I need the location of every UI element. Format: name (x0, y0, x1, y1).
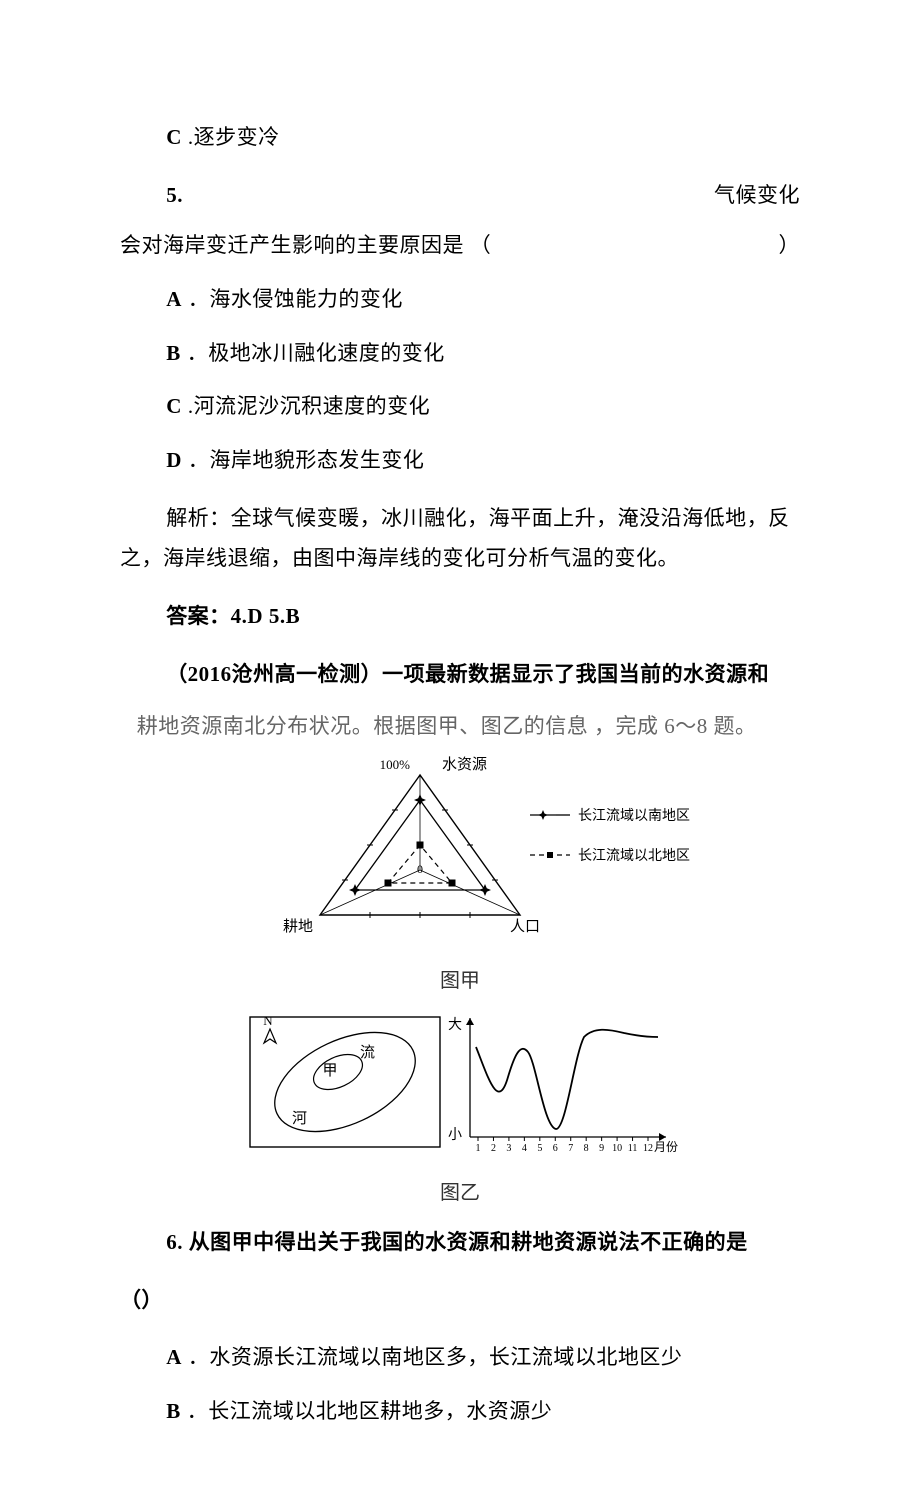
svg-text:10: 10 (612, 1143, 622, 1154)
q5-number: 5. (166, 176, 183, 216)
svg-text:河: 河 (292, 1110, 307, 1127)
intro68-line1: （2016沧州高一检测）一项最新数据显示了我国当前的水资源和 (166, 662, 769, 686)
svg-text:大: 大 (448, 1017, 462, 1033)
q5-optD-text: ．海岸地貌形态发生变化 (188, 448, 425, 472)
svg-text:4: 4 (522, 1143, 527, 1154)
q5-optB-text: ．极地冰川融化速度的变化 (187, 341, 445, 365)
figure-yi: N流甲河大小123456789101112月份 (120, 1007, 800, 1172)
svg-text:长江流域以南地区: 长江流域以南地区 (578, 808, 690, 824)
q45-answer: 答案：4.D 5.B (166, 604, 300, 628)
q6-optA-text: ．水资源长江流域以南地区多，长江流域以北地区少 (188, 1345, 683, 1369)
svg-text:小: 小 (448, 1127, 462, 1143)
q5-stem-right: 气候变化 (714, 176, 800, 216)
svg-text:12: 12 (643, 1143, 653, 1154)
svg-text:6: 6 (553, 1143, 558, 1154)
svg-text:1: 1 (476, 1143, 481, 1154)
svg-text:100%: 100% (380, 757, 411, 772)
q5-stem-line2-right: ） (779, 226, 801, 266)
svg-text:人口: 人口 (510, 918, 540, 935)
svg-text:8: 8 (584, 1143, 589, 1154)
q6-number: 6. (166, 1230, 183, 1254)
q4-optC-label: C (166, 125, 182, 149)
svg-text:7: 7 (568, 1143, 573, 1154)
q6-optA-label: A (166, 1345, 182, 1369)
q5-optA-text: ．海水侵蚀能力的变化 (188, 287, 403, 311)
figure-jia: 0 100% 水资源耕地 人口 长江流域以南地区长江流域以北地区 (120, 755, 800, 960)
intro68-line2: 耕地资源南北分布状况。根据图甲、图乙的信息 ，完成 6～8 题。 (137, 714, 757, 738)
svg-text:月份: 月份 (654, 1140, 678, 1154)
svg-text:5: 5 (537, 1143, 542, 1154)
svg-text:水资源: 水资源 (442, 756, 487, 773)
q6-optB-label: B (166, 1399, 181, 1423)
svg-text:11: 11 (628, 1143, 638, 1154)
q5-analysis: 解析：全球气候变暖，冰川融化，海平面上升，淹没沿海低地，反之，海岸线退缩，由图中… (120, 506, 790, 570)
q5-optC-text: .河流泥沙沉积速度的变化 (188, 394, 430, 418)
q5-optC-label: C (166, 394, 182, 418)
q5-optA-label: A (166, 287, 182, 311)
q4-optC-text: .逐步变冷 (188, 125, 280, 149)
svg-text:耕地: 耕地 (283, 917, 313, 935)
q5-optD-label: D (166, 448, 182, 472)
q6-paren: （） (120, 1281, 800, 1321)
figure-yi-caption: 图乙 (120, 1176, 800, 1205)
svg-text:9: 9 (599, 1143, 604, 1154)
svg-text:N: N (263, 1013, 273, 1028)
figure-jia-caption: 图甲 (120, 964, 800, 993)
q5-stem-line2-left: 会对海岸变迁产生影响的主要原因是 （ (120, 226, 491, 266)
svg-text:0: 0 (417, 862, 423, 876)
svg-text:流: 流 (360, 1044, 375, 1061)
svg-text:甲: 甲 (322, 1063, 337, 1079)
q5-optB-label: B (166, 341, 181, 365)
svg-text:长江流域以北地区: 长江流域以北地区 (578, 848, 690, 864)
q6-optB-text: ．长江流域以北地区耕地多，水资源少 (187, 1399, 553, 1423)
svg-text:2: 2 (491, 1143, 496, 1154)
svg-text:3: 3 (506, 1143, 511, 1154)
q6-stem: 从图甲中得出关于我国的水资源和耕地资源说法不正确的是 (189, 1230, 748, 1254)
